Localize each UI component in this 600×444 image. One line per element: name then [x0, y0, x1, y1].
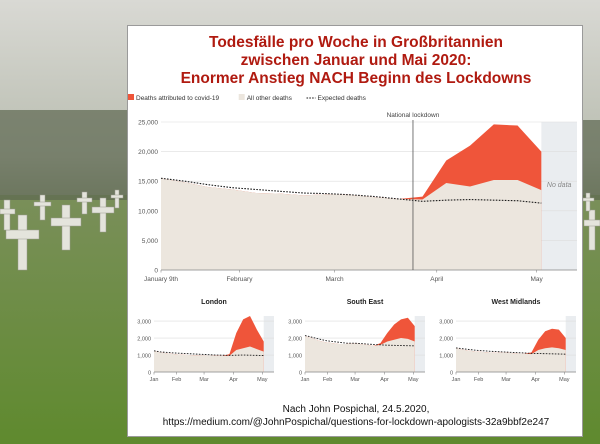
caption-line-1: Nach John Pospichal, 24.5.2020, [282, 404, 430, 415]
x-tick-label: May [408, 377, 419, 383]
chart-0: No data 0 5,000 10,000 15,000 20,000 25,000 Jan… [128, 94, 577, 283]
y-tick-label: 2,000 [137, 337, 151, 343]
y-tick-label: 5,000 [142, 238, 159, 245]
y-tick-label: 3,000 [137, 320, 151, 326]
x-tick-label: Mar [350, 377, 360, 383]
legend-swatch-covid [128, 94, 134, 100]
x-tick-label: Jan [150, 377, 159, 383]
charts-svg: No data 0 5,000 10,000 15,000 20,000 25,000 Jan… [128, 94, 577, 383]
y-tick-label: 0 [450, 371, 453, 377]
y-tick-label: 10,000 [138, 208, 158, 215]
y-tick-label: 0 [148, 371, 151, 377]
panel-title: South East [347, 299, 384, 306]
no-data-region [541, 122, 577, 270]
x-tick-label: Mar [501, 377, 511, 383]
headline-line-2: zwischen Januar und Mai 2020: [240, 52, 472, 69]
legend-swatch-other [238, 94, 245, 100]
x-tick-label: Apr [229, 377, 238, 383]
y-tick-label: 15,000 [138, 179, 158, 186]
x-tick-label: Mar [199, 377, 209, 383]
y-tick-label: 1,000 [439, 354, 453, 360]
x-tick-label: Jan [301, 377, 310, 383]
x-tick-label: May [559, 377, 570, 383]
y-tick-label: 2,000 [288, 337, 302, 343]
y-tick-label: 3,000 [288, 320, 302, 326]
other-deaths-area [161, 178, 542, 270]
source-caption: Nach John Pospichal, 24.5.2020, https://… [128, 403, 584, 429]
no-data-region [263, 316, 274, 372]
x-tick-label: May [257, 377, 268, 383]
legend-label-expected: Expected deaths [318, 95, 367, 102]
expected-deaths-line [160, 177, 542, 204]
other-deaths-area [154, 346, 264, 372]
x-tick-label: March [326, 276, 344, 283]
y-tick-label: 1,000 [288, 354, 302, 360]
chart-card: Todesfälle pro Woche in Großbritannien z… [127, 25, 583, 437]
chart-1: 0 1,000 2,000 3,000 Jan Feb Mar Apr May London [137, 299, 274, 383]
legend-label-other: All other deaths [247, 95, 293, 102]
x-tick-label: Feb [172, 377, 181, 383]
no-data-label: No data [547, 182, 572, 189]
tree-silhouettes [0, 110, 600, 200]
y-tick-label: 25,000 [138, 120, 158, 127]
y-tick-label: 20,000 [138, 149, 158, 156]
no-data-region [565, 316, 576, 372]
x-tick-label: April [430, 276, 444, 283]
y-tick-label: 2,000 [439, 337, 453, 343]
x-tick-label: February [226, 276, 253, 283]
expected-deaths-line [455, 347, 566, 355]
x-tick-label: Feb [474, 377, 483, 383]
chart-3: 0 1,000 2,000 3,000 Jan Feb Mar Apr May West Midl… [439, 299, 576, 383]
x-tick-label: Apr [531, 377, 540, 383]
y-tick-label: 0 [154, 268, 158, 275]
y-tick-label: 3,000 [439, 320, 453, 326]
y-tick-label: 0 [299, 371, 302, 377]
x-tick-label: May [530, 276, 543, 283]
headline: Todesfälle pro Woche in Großbritannien z… [128, 34, 584, 88]
expected-deaths-line [153, 350, 264, 356]
no-data-region [414, 316, 425, 372]
headline-line-1: Todesfälle pro Woche in Großbritannien [209, 34, 503, 51]
chart-legend: Deaths attributed to covid-19 All other d… [128, 94, 367, 102]
chart-2: 0 1,000 2,000 3,000 Jan Feb Mar Apr May South Eas… [288, 299, 425, 383]
other-deaths-area [456, 347, 566, 372]
caption-line-2: https://medium.com/@JohnPospichal/questi… [162, 417, 550, 428]
expected-deaths-line [304, 335, 415, 347]
x-tick-label: Jan [452, 377, 461, 383]
grave-crosses [0, 189, 600, 271]
legend-label-covid: Deaths attributed to covid-19 [136, 95, 219, 102]
panel-title: London [201, 299, 227, 306]
panel-title: West Midlands [492, 299, 541, 306]
y-tick-label: 1,000 [137, 354, 151, 360]
lockdown-marker-label: National lockdown [387, 112, 440, 119]
other-deaths-area [305, 336, 415, 372]
x-tick-label: Apr [380, 377, 389, 383]
x-tick-label: Feb [323, 377, 332, 383]
x-tick-label: January 9th [144, 276, 178, 283]
headline-line-3: Enormer Anstieg NACH Beginn des Lockdown… [180, 70, 532, 87]
